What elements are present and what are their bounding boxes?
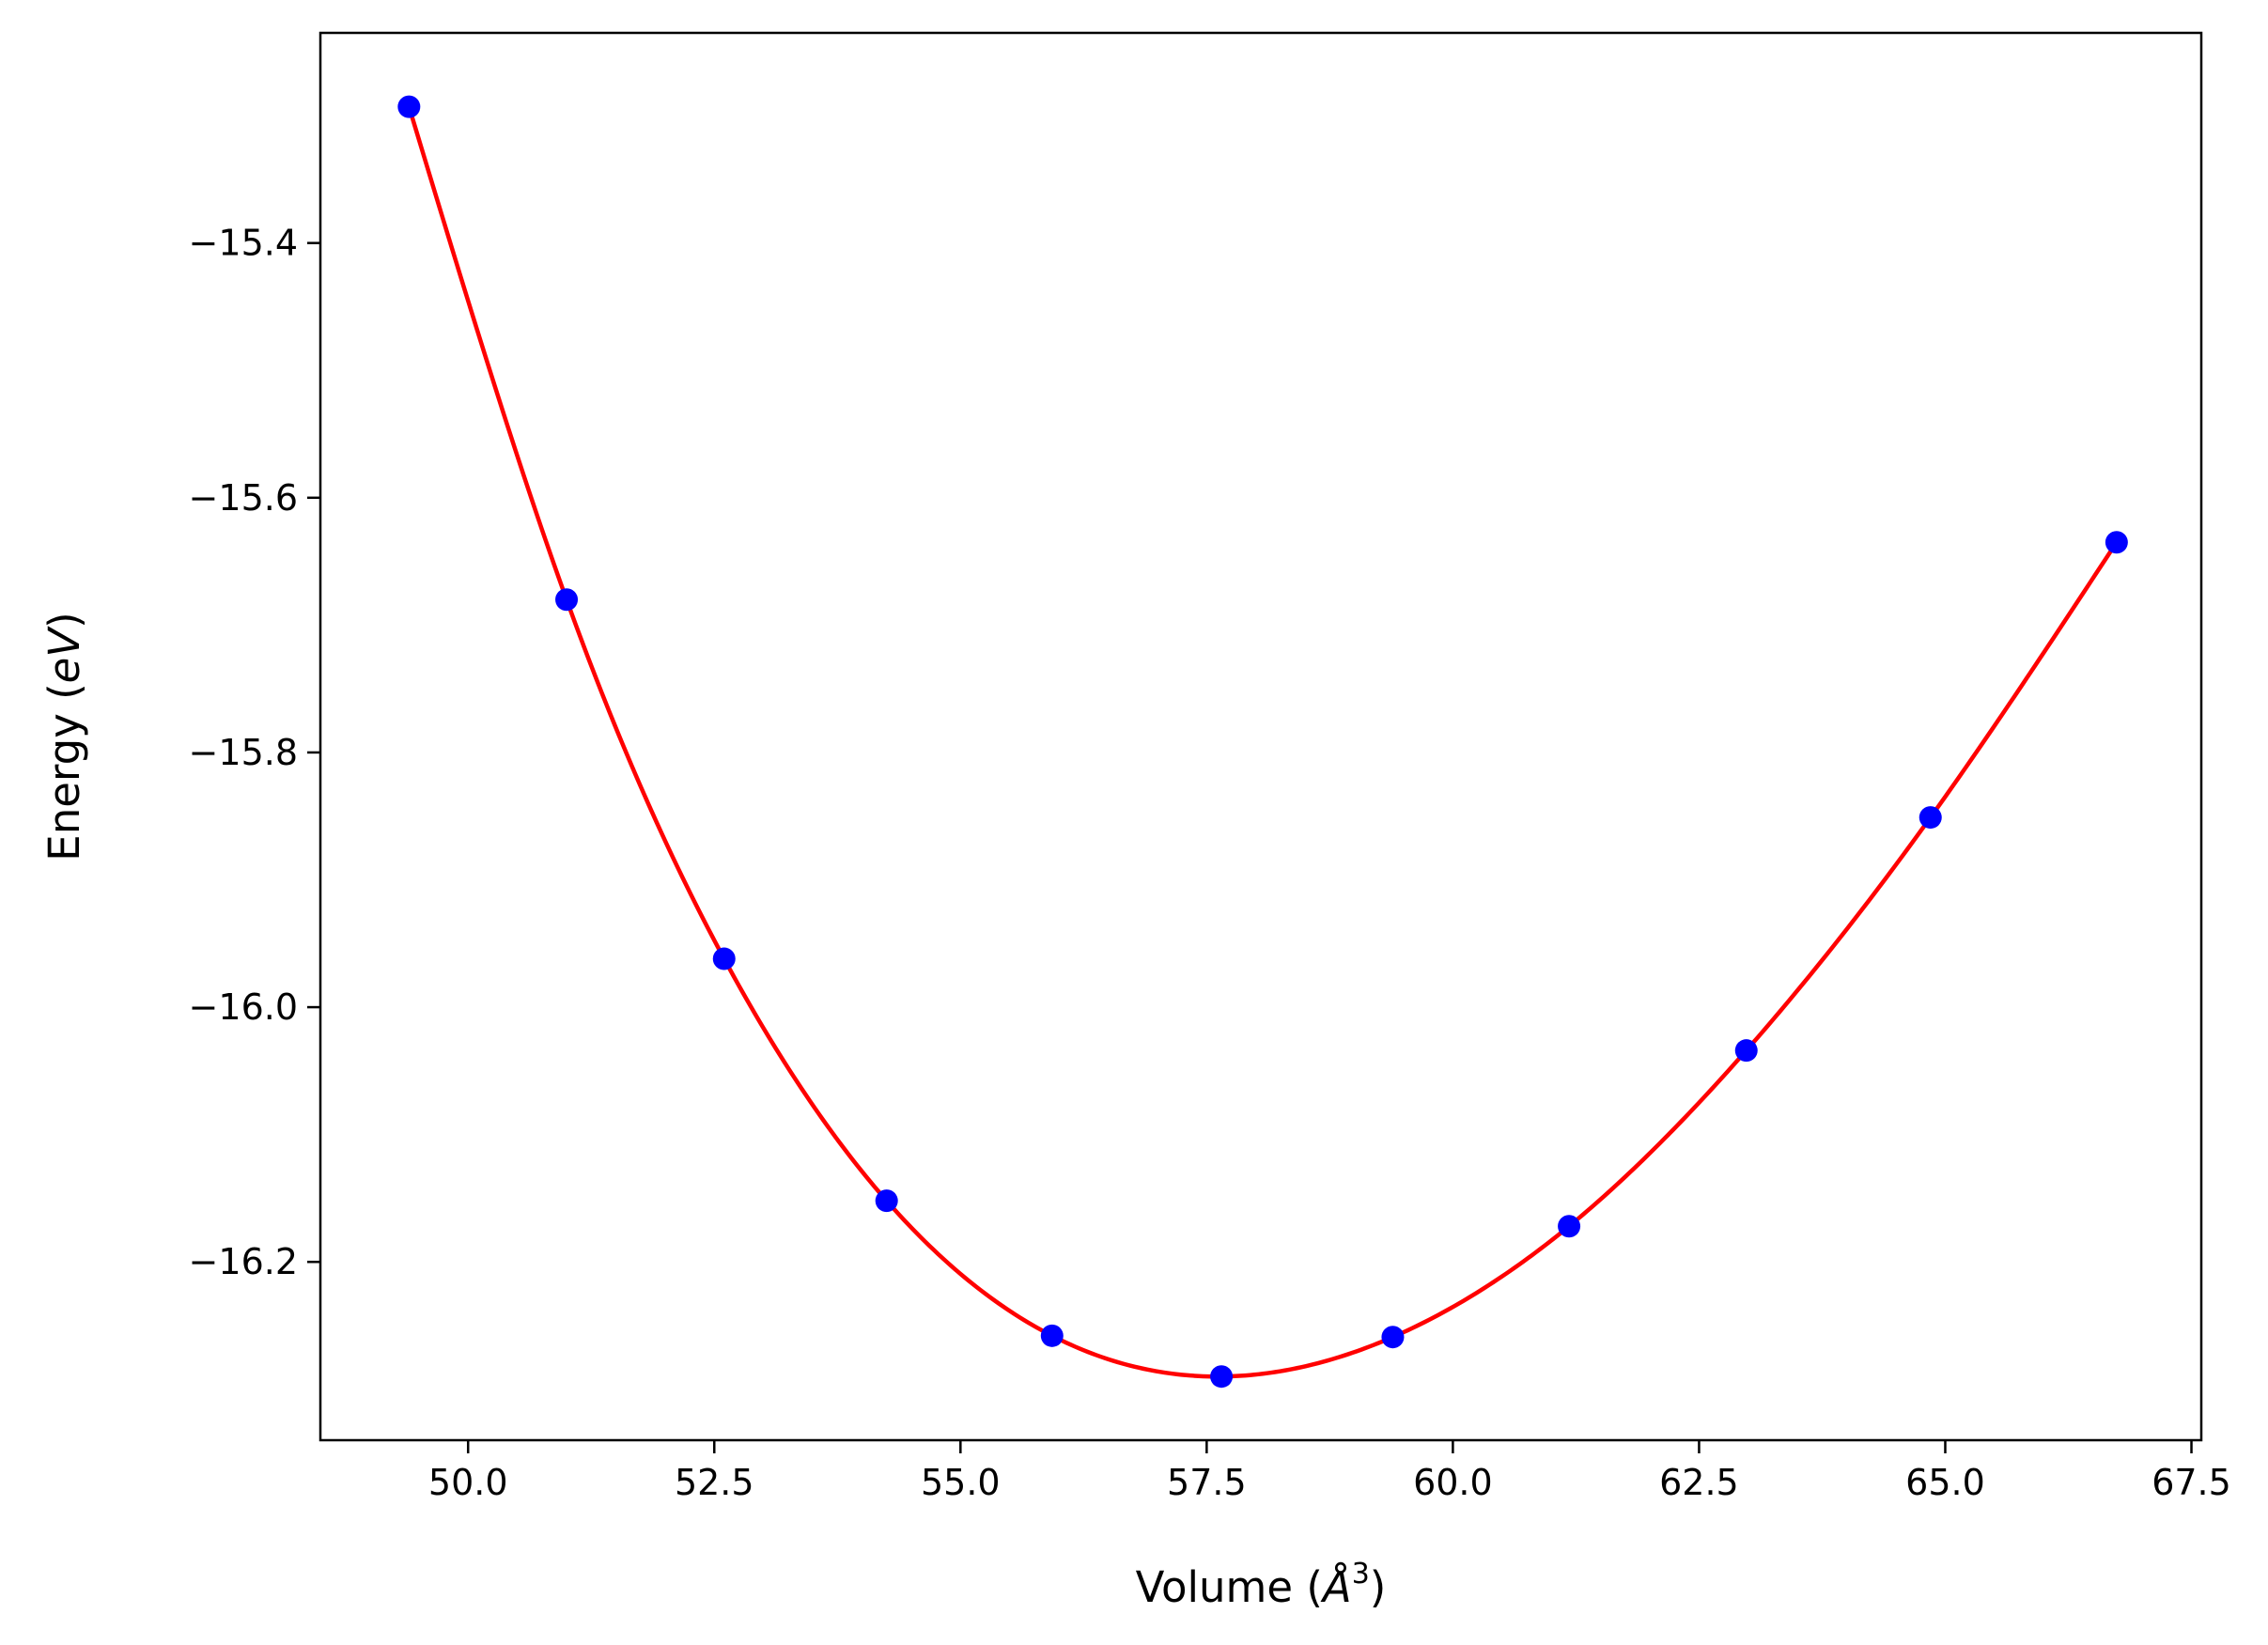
x-tick-label: 50.0 bbox=[428, 1462, 508, 1503]
data-point bbox=[397, 95, 421, 118]
y-axis-label: Energy (eV) bbox=[39, 612, 89, 861]
plot-area bbox=[320, 33, 2201, 1440]
x-axis-ticks: 50.0 52.5 55.0 57.5 60.0 62.5 65.0 67.5 bbox=[428, 1440, 2231, 1503]
data-point bbox=[1734, 1039, 1758, 1063]
series-layer bbox=[397, 95, 2128, 1389]
data-point bbox=[1918, 806, 1942, 830]
y-tick-label: −15.4 bbox=[189, 223, 298, 264]
data-point bbox=[555, 588, 579, 612]
plot-frame bbox=[318, 31, 2203, 1442]
y-tick-label: −15.6 bbox=[189, 477, 298, 519]
x-tick-label: 65.0 bbox=[1905, 1462, 1985, 1503]
x-tick-label: 60.0 bbox=[1413, 1462, 1493, 1503]
x-tick-label: 67.5 bbox=[2151, 1462, 2231, 1503]
y-tick-label: −16.0 bbox=[189, 986, 298, 1028]
y-tick-label: −15.8 bbox=[189, 732, 298, 773]
data-point bbox=[1040, 1324, 1064, 1347]
data-point bbox=[875, 1189, 898, 1213]
data-point bbox=[1210, 1365, 1234, 1389]
x-tick-label: 57.5 bbox=[1167, 1462, 1247, 1503]
fit-curve bbox=[407, 105, 2119, 1379]
data-point bbox=[1558, 1215, 1581, 1238]
y-tick-label: −16.2 bbox=[189, 1241, 298, 1282]
x-tick-label: 55.0 bbox=[921, 1462, 1001, 1503]
x-tick-label: 52.5 bbox=[675, 1462, 754, 1503]
data-point bbox=[2105, 531, 2128, 554]
x-axis-label: Volume (Å3) bbox=[1136, 1558, 1387, 1612]
data-point bbox=[712, 947, 736, 970]
y-axis-ticks: −15.4 −15.6 −15.8 −16.0 −16.2 bbox=[189, 223, 320, 1282]
x-tick-label: 62.5 bbox=[1659, 1462, 1739, 1503]
data-point bbox=[1381, 1326, 1405, 1349]
